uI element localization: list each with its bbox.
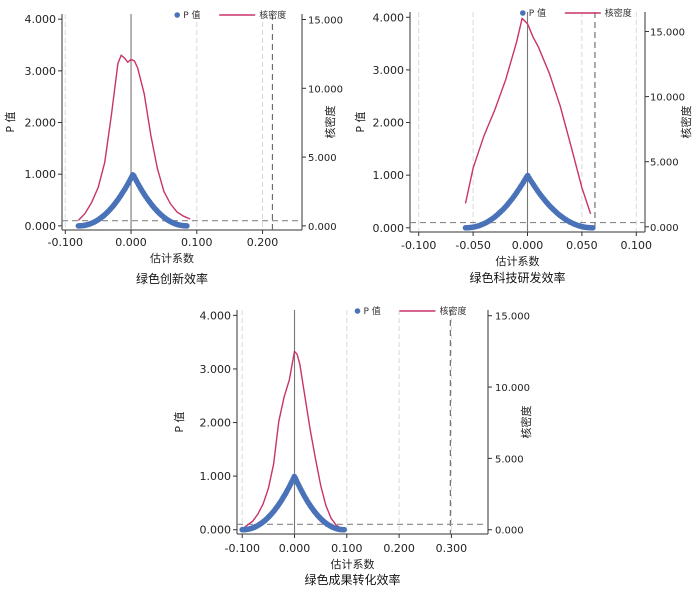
y-tick-label: 2.000: [200, 417, 232, 430]
chart-svg-green-transfer: -0.100 0.000 0.100 0.200 0.300 0.000 1.000 2.00…: [173, 305, 533, 587]
x-tick-label: 0.100: [621, 239, 653, 252]
density-curve: [77, 54, 191, 221]
y-tick-label: 2.000: [25, 117, 57, 130]
x-tick-label: -0.050: [455, 239, 490, 252]
density-curve: [464, 17, 592, 215]
x-tick-label: 0.200: [383, 542, 415, 555]
y-tick-label: 0.000: [200, 524, 232, 537]
x-tick-label: -0.100: [48, 236, 83, 249]
p-value-point: [590, 225, 596, 231]
p-value-series: [75, 172, 190, 229]
legend-marker-pvalue: [354, 308, 361, 314]
y2-tick-label: 0.000: [495, 526, 524, 537]
y2-tick-label: 5.000: [308, 153, 337, 164]
x-tick-label: -0.100: [224, 542, 259, 555]
chart-svg-green-innovation: -0.100 0.000 0.100 0.200 0.000 1.000 2.000 3.00…: [4, 9, 343, 286]
y2-tick-label: 0.000: [650, 223, 679, 234]
legend-marker-pvalue: [520, 10, 526, 16]
y-axis-title: P 值: [354, 111, 367, 132]
x-tick-label: 0.000: [512, 239, 544, 252]
y2-tick-label: 5.000: [495, 454, 524, 465]
x-tick-label: 0.050: [566, 239, 598, 252]
chart-panel-green-rnd: -0.100 -0.050 0.000 0.050 0.100 0.000 1.000 2.0…: [350, 0, 700, 295]
y2-tick-label: 15.000: [495, 312, 530, 323]
legend-label-pvalue: P 值: [529, 7, 546, 19]
y-tick-label: 2.000: [373, 117, 405, 130]
legend-marker-pvalue: [174, 12, 180, 18]
chart-svg-green-rnd: -0.100 -0.050 0.000 0.050 0.100 0.000 1.000 2.0…: [354, 7, 693, 285]
y2-tick-label: 15.000: [650, 28, 685, 39]
y2-tick-label: 10.000: [650, 93, 685, 104]
y-axis-title: P 值: [173, 411, 186, 432]
legend-label-density: 核密度: [439, 305, 466, 317]
x-axis-title: 估计系数: [150, 252, 194, 265]
density-curve: [244, 349, 342, 529]
legend-label-pvalue: P 值: [183, 9, 200, 21]
y2-tick-label: 15.000: [308, 16, 343, 27]
chart-title: 绿色创新效率: [136, 271, 208, 286]
chart-panel-green-innovation: -0.100 0.000 0.100 0.200 0.000 1.000 2.000 3.00…: [0, 0, 345, 295]
y-tick-label: 0.000: [373, 222, 405, 235]
x-axis-title: 估计系数: [496, 255, 540, 268]
y-tick-label: 4.000: [373, 11, 405, 24]
x-tick-label: -0.100: [401, 239, 436, 252]
y-tick-label: 3.000: [25, 65, 57, 78]
legend-label-density: 核密度: [605, 7, 632, 19]
p-value-series: [239, 473, 347, 533]
y2-axis-title: 核密度: [323, 106, 337, 139]
y-tick-label: 4.000: [25, 13, 57, 26]
p-value-series: [462, 172, 596, 231]
chart-panel-green-transfer: -0.100 0.000 0.100 0.200 0.300 0.000 1.000 2.00…: [165, 297, 545, 595]
y2-axis-title: 核密度: [679, 106, 693, 139]
x-tick-label: 0.100: [181, 236, 213, 249]
y2-tick-label: 10.000: [308, 84, 343, 95]
x-axis-title: 估计系数: [331, 558, 375, 571]
y-tick-label: 1.000: [373, 169, 405, 182]
y2-tick-label: 0.000: [308, 222, 337, 233]
p-value-point: [184, 223, 190, 229]
y-tick-label: 1.000: [200, 470, 232, 483]
x-tick-label: 0.000: [279, 542, 311, 555]
x-tick-label: 0.000: [115, 236, 147, 249]
x-tick-label: 0.100: [331, 542, 363, 555]
y-axis-title: P 值: [4, 111, 17, 132]
y-tick-label: 0.000: [25, 220, 57, 233]
x-tick-label: 0.300: [436, 542, 468, 555]
y2-tick-label: 5.000: [650, 158, 679, 169]
y-tick-label: 3.000: [373, 64, 405, 77]
legend-label-pvalue: P 值: [363, 305, 380, 317]
y-tick-label: 1.000: [25, 168, 57, 181]
legend-label-density: 核密度: [259, 9, 286, 21]
y2-tick-label: 10.000: [495, 383, 530, 394]
chart-title: 绿色科技研发效率: [469, 270, 565, 285]
x-tick-label: 0.200: [247, 236, 279, 249]
p-value-point: [341, 526, 347, 533]
y-tick-label: 3.000: [200, 363, 232, 376]
y-tick-label: 4.000: [200, 309, 232, 322]
chart-title: 绿色成果转化效率: [304, 572, 400, 587]
y2-axis-title: 核密度: [519, 406, 533, 439]
